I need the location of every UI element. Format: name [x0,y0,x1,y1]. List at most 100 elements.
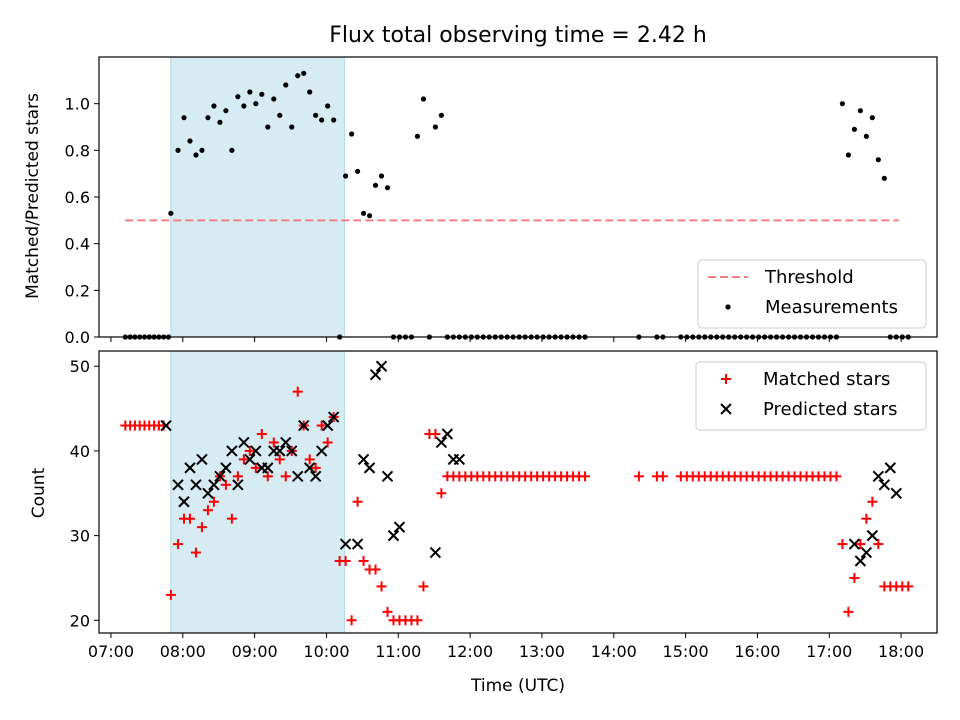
matched-star-point [256,428,267,439]
matched-star-point [268,437,279,448]
ratio-y-tick-label: 0.8 [65,141,90,160]
matched-star-point [244,445,255,456]
matched-star-point [226,513,237,524]
measurement-point [863,133,869,139]
matched-star-point [861,513,872,524]
measurement-point [348,131,355,137]
ratio-legend: Threshold Measurements [697,259,927,329]
count-x-tick-label: 13:00 [519,642,565,661]
measurement-point [277,112,283,118]
measurement-point [235,94,241,100]
predicted-star-point [286,445,298,457]
predicted-star-point [298,419,310,432]
ratio-y-tick-label: 0.0 [65,328,90,347]
predicted-star-point [208,479,220,491]
matched-stars-legend-label: Matched stars [763,369,890,390]
predicted-star-point [884,462,897,474]
matched-star-point [184,513,195,524]
matched-star-point [418,581,429,592]
measurements-legend-swatch [725,304,731,310]
matched-star-point [358,556,369,567]
predicted-star-point [274,445,286,457]
measurement-point [307,89,313,95]
measurement-point [217,119,223,125]
count-x-tick-label: 07:00 [88,642,134,661]
matched-stars-legend-marker [721,374,731,384]
matched-star-point [173,539,184,550]
matched-star-point [412,615,423,626]
matched-star-point [238,454,249,465]
predicted-star-point [172,479,184,491]
measurement-point [223,108,229,114]
matched-star-point [346,615,357,626]
matched-star-point [855,539,866,550]
predicted-star-point [178,496,190,508]
ratio-y-tick-label: 0.4 [65,235,90,254]
count-x-tick-label: 16:00 [734,642,780,661]
matched-star-point [873,539,884,550]
matched-star-point [292,386,303,397]
predicted-star-point [202,487,214,499]
measurement-point [253,101,259,107]
measurement-point [881,175,887,181]
matched-star-point [352,496,363,507]
measurement-point [247,89,253,95]
measurement-point [175,147,181,153]
matched-star-point [370,564,381,575]
measurement-point [366,213,373,219]
predicted-star-point [292,470,304,483]
measurement-point [265,124,271,130]
count-x-tick-label: 14:00 [591,642,637,661]
matched-star-point [903,581,914,592]
predicted-star-point [327,411,340,423]
measurement-point [851,126,857,132]
matched-star-point [843,606,854,617]
measurement-point [354,168,361,174]
count-legend-box [695,361,927,431]
x-axis-label: Time (UTC) [470,676,565,696]
count-x-tick-label: 08:00 [160,642,206,661]
predicted-star-point [303,462,316,474]
predicted-star-point [441,428,454,440]
matched-star-point [262,471,273,482]
measurement-point [857,108,863,114]
predicted-star-point [872,470,885,483]
predicted-star-point [232,479,244,491]
ratio-y-tick-label: 1.0 [65,95,90,114]
predicted-star-point [363,462,376,474]
measurement-point [845,152,852,158]
predicted-star-point [878,479,891,491]
matched-star-point [202,505,213,516]
predicted-star-point [280,436,292,449]
predicted-star-point [339,538,352,550]
predicted-stars-legend-label: Predicted stars [763,399,897,420]
measurement-point [869,115,875,121]
predicted-star-point [387,529,400,542]
matched-star-point [831,471,842,482]
measurement-point [295,73,301,79]
measurement-point [193,152,199,158]
matched-star-point [340,556,351,567]
count-y-tick-label: 40 [70,442,90,461]
measurement-point [259,91,265,97]
measurement-point [229,147,235,153]
matched-star-point [430,428,441,439]
predicted-star-point [244,453,256,466]
matched-star-point [165,589,176,600]
measurement-point [438,112,444,118]
measurement-point [384,185,391,191]
matched-stars-legend-swatch [721,374,731,384]
predicted-star-point [429,546,442,559]
matched-star-point [310,462,321,473]
count-y-tick-label: 20 [70,611,90,630]
matched-star-point [274,454,285,465]
predicted-star-point [890,487,903,499]
measurement-point [331,117,337,123]
predicted-star-point [375,360,388,372]
measurement-point [343,173,349,179]
predicted-star-point [315,445,328,457]
matched-star-point [196,522,207,533]
matched-star-point [280,471,291,482]
measurement-point [414,133,421,139]
